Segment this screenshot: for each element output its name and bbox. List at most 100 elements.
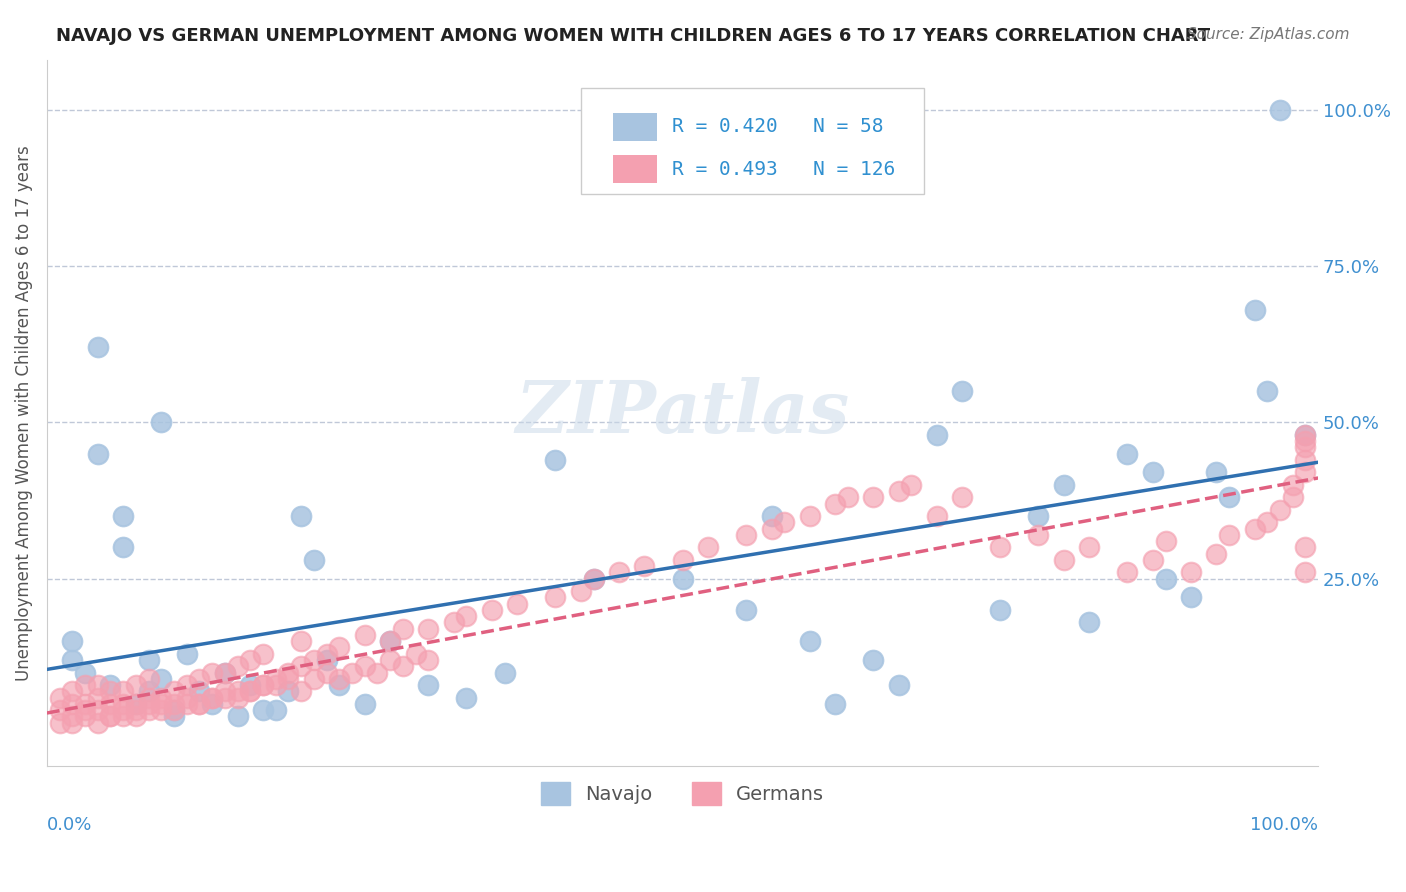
Point — [1294, 541, 1316, 555]
Point — [188, 697, 211, 711]
Point — [1243, 522, 1265, 536]
Point — [201, 690, 224, 705]
Point — [862, 491, 884, 505]
Point — [214, 665, 236, 680]
Point — [544, 591, 567, 605]
Point — [150, 690, 173, 705]
Text: 0.0%: 0.0% — [46, 816, 93, 834]
Point — [226, 659, 249, 673]
FancyBboxPatch shape — [613, 155, 657, 183]
Point — [1243, 302, 1265, 317]
FancyBboxPatch shape — [613, 112, 657, 141]
Point — [582, 572, 605, 586]
Point — [239, 684, 262, 698]
Point — [214, 690, 236, 705]
Point — [264, 703, 287, 717]
Point — [340, 665, 363, 680]
Point — [418, 653, 440, 667]
Point — [1294, 466, 1316, 480]
Point — [277, 665, 299, 680]
Point — [328, 672, 350, 686]
Point — [1142, 553, 1164, 567]
Point — [226, 684, 249, 698]
Point — [837, 491, 859, 505]
Point — [252, 647, 274, 661]
Point — [544, 453, 567, 467]
Point — [506, 597, 529, 611]
Point — [925, 428, 948, 442]
Point — [353, 628, 375, 642]
Point — [112, 703, 135, 717]
Point — [315, 665, 337, 680]
Point — [1294, 441, 1316, 455]
Point — [163, 684, 186, 698]
Point — [1078, 541, 1101, 555]
Point — [176, 647, 198, 661]
Point — [569, 584, 592, 599]
Point — [824, 697, 846, 711]
Point — [201, 665, 224, 680]
Point — [188, 697, 211, 711]
Point — [214, 684, 236, 698]
Point — [60, 684, 83, 698]
Point — [1294, 566, 1316, 580]
Point — [252, 678, 274, 692]
Point — [290, 684, 312, 698]
Point — [87, 678, 110, 692]
Point — [60, 634, 83, 648]
Point — [1028, 509, 1050, 524]
Point — [378, 634, 401, 648]
Point — [378, 653, 401, 667]
Point — [1154, 572, 1177, 586]
Point — [87, 340, 110, 354]
Point — [138, 653, 160, 667]
Point — [239, 678, 262, 692]
Point — [302, 672, 325, 686]
Point — [1294, 434, 1316, 449]
FancyBboxPatch shape — [581, 88, 924, 194]
Point — [239, 684, 262, 698]
Point — [328, 640, 350, 655]
Point — [988, 603, 1011, 617]
Point — [252, 678, 274, 692]
Point — [418, 678, 440, 692]
Point — [988, 541, 1011, 555]
Point — [226, 709, 249, 723]
Point — [1078, 615, 1101, 630]
Point — [176, 697, 198, 711]
Point — [925, 509, 948, 524]
Point — [697, 541, 720, 555]
Point — [60, 653, 83, 667]
Point — [150, 672, 173, 686]
Point — [1218, 528, 1240, 542]
Point — [201, 690, 224, 705]
Point — [799, 634, 821, 648]
Point — [290, 509, 312, 524]
Point — [887, 484, 910, 499]
Point — [1281, 478, 1303, 492]
Point — [392, 659, 415, 673]
Point — [188, 684, 211, 698]
Point — [1154, 534, 1177, 549]
Point — [100, 678, 122, 692]
Point — [176, 678, 198, 692]
Point — [87, 690, 110, 705]
Point — [290, 634, 312, 648]
Point — [150, 703, 173, 717]
Point — [799, 509, 821, 524]
Point — [87, 715, 110, 730]
Point — [1142, 466, 1164, 480]
Text: ZIPatlas: ZIPatlas — [516, 377, 849, 449]
Point — [494, 665, 516, 680]
Point — [1281, 491, 1303, 505]
Point — [100, 709, 122, 723]
Point — [163, 703, 186, 717]
Point — [176, 690, 198, 705]
Point — [1053, 553, 1076, 567]
Point — [392, 622, 415, 636]
Point — [443, 615, 465, 630]
Point — [366, 665, 388, 680]
Point — [671, 553, 693, 567]
Point — [481, 603, 503, 617]
Point — [824, 497, 846, 511]
